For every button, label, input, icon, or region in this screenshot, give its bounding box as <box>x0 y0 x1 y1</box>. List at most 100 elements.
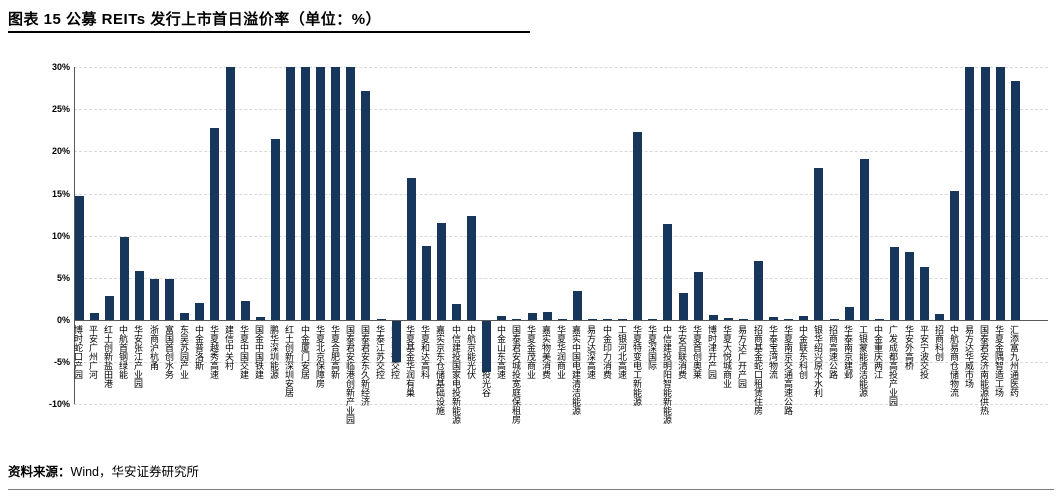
x-axis-label: 富国首创水务 <box>164 325 174 379</box>
bar <box>694 272 703 320</box>
bar <box>226 67 235 320</box>
bar <box>75 196 84 320</box>
x-axis-label: 招商科创 <box>934 325 944 361</box>
source-label: 资料来源： <box>8 465 71 479</box>
x-axis-label: 中信建投明阳智能新能源 <box>662 325 672 424</box>
bar <box>754 261 763 320</box>
x-axis-label: 工银河北高速 <box>617 325 627 379</box>
bar <box>497 316 506 320</box>
x-axis-label: 华夏华润商业 <box>556 325 566 379</box>
bar <box>407 178 416 320</box>
x-axis-label: 华夏和达高科 <box>420 325 430 379</box>
x-axis-label: 中航易商仓储物流 <box>949 325 959 397</box>
bar <box>377 319 386 320</box>
bar <box>905 252 914 320</box>
bar <box>618 319 627 320</box>
bar <box>558 319 567 320</box>
x-axis-label: 国泰君安济南能源供热 <box>979 325 989 415</box>
bar <box>845 307 854 320</box>
bar <box>467 216 476 320</box>
x-axis-label: 平安宁波交投 <box>919 325 929 379</box>
source-text: Wind，华安证券研究所 <box>70 465 199 479</box>
bar <box>965 67 974 320</box>
x-axis-label: 鹏华深圳能源 <box>269 325 279 379</box>
bar <box>452 304 461 320</box>
x-axis-label: 东吴苏园产业 <box>179 325 189 379</box>
bar <box>512 319 521 320</box>
source-note: 资料来源：Wind，华安证券研究所 <box>8 461 199 480</box>
gridline <box>74 151 1048 152</box>
bar <box>150 279 159 320</box>
bar <box>528 313 537 320</box>
x-axis-label: 易方达华威市场 <box>964 325 974 388</box>
x-axis-label: 华夏金茂商业 <box>526 325 536 379</box>
x-axis-label: 博时津开产园 <box>707 325 717 379</box>
x-axis-label: 招商基金蛇口租赁住房 <box>753 325 763 415</box>
bar <box>331 67 340 320</box>
x-axis-label: 平安广州广河 <box>88 325 98 379</box>
bar <box>90 313 99 320</box>
x-axis-label: 华安张江产业园 <box>133 325 143 388</box>
bar <box>784 319 793 320</box>
x-axis-label: 中金印力消费 <box>602 325 612 379</box>
bar-chart-plot-area: 30% 25% 20% 15% 10% 5% 0% -5% -10% 博时蛇口产园 平安广州广河 红土… <box>48 63 1048 424</box>
y-axis-label: 15% <box>51 189 70 199</box>
bar <box>981 67 990 320</box>
y-axis-label: 20% <box>51 146 70 156</box>
x-axis-label: 浙商沪杭甬 <box>149 325 159 370</box>
bar <box>392 321 401 362</box>
x-axis-label: 华夏基金华润有巢 <box>405 325 415 397</box>
x-axis-label: 中金普洛斯 <box>194 325 204 370</box>
bar <box>950 191 959 320</box>
gridline <box>74 404 1048 405</box>
y-axis-label: 5% <box>56 273 70 283</box>
bar <box>648 319 657 320</box>
x-axis-label: 华泰宝湾物流 <box>768 325 778 379</box>
bar <box>769 317 778 320</box>
bar <box>120 237 129 320</box>
bar <box>180 313 189 320</box>
bar <box>346 67 355 320</box>
x-axis-label: 华泰南京建邺 <box>843 325 853 379</box>
x-axis-label: 华夏特变电工新能源 <box>632 325 642 406</box>
bar <box>799 316 808 320</box>
bar <box>316 67 325 320</box>
x-axis-label: 中金山东高速 <box>496 325 506 379</box>
x-axis-label: 中金厦门安居 <box>300 325 310 379</box>
x-axis-label: 红土创新盐田港 <box>103 325 113 388</box>
gridline <box>74 194 1048 195</box>
x-axis-label: 广发成都高投产业园 <box>888 325 898 406</box>
bar <box>422 246 431 320</box>
bar <box>573 291 582 320</box>
bar <box>588 319 597 320</box>
bar <box>935 314 944 320</box>
x-axis-label: 华夏中国交建 <box>239 325 249 379</box>
bar <box>437 223 446 320</box>
x-axis-label: 建信中关村 <box>224 325 234 370</box>
y-axis-label: 0% <box>56 315 70 325</box>
x-axis-label: 国泰君安东久新经济 <box>360 325 370 406</box>
bottom-rule <box>8 489 1054 490</box>
x-axis-label: 国泰君安城投宽庭保租房 <box>511 325 521 424</box>
bar <box>271 139 280 320</box>
x-axis-label: 汇添富九州通医药 <box>1009 325 1019 397</box>
x-axis-label: 华夏大悦城商业 <box>722 325 732 388</box>
x-axis-label: 博时蛇口产园 <box>73 325 83 379</box>
x-axis-label: 易方达深高速 <box>586 325 596 379</box>
x-axis-label: 华安外高桥 <box>904 325 914 370</box>
y-axis-label: -10% <box>48 399 70 409</box>
x-axis-label: 华夏越秀高速 <box>209 325 219 379</box>
bar <box>739 319 748 320</box>
x-axis-label: 华夏南京交通高速公路 <box>783 325 793 415</box>
bar <box>890 247 899 320</box>
bar <box>256 317 265 320</box>
bar <box>814 168 823 320</box>
x-axis-label: 中信建投国家电投新能源 <box>451 325 461 424</box>
bar <box>920 267 929 320</box>
title-underline <box>8 31 530 33</box>
x-axis-label: 华夏首创奥莱 <box>692 325 702 379</box>
x-axis-label: 招商高速公路 <box>828 325 838 379</box>
gridline <box>74 362 1048 363</box>
chart-title: 图表 15 公募 REITs 发行上市首日溢价率（单位：%） <box>8 11 382 28</box>
